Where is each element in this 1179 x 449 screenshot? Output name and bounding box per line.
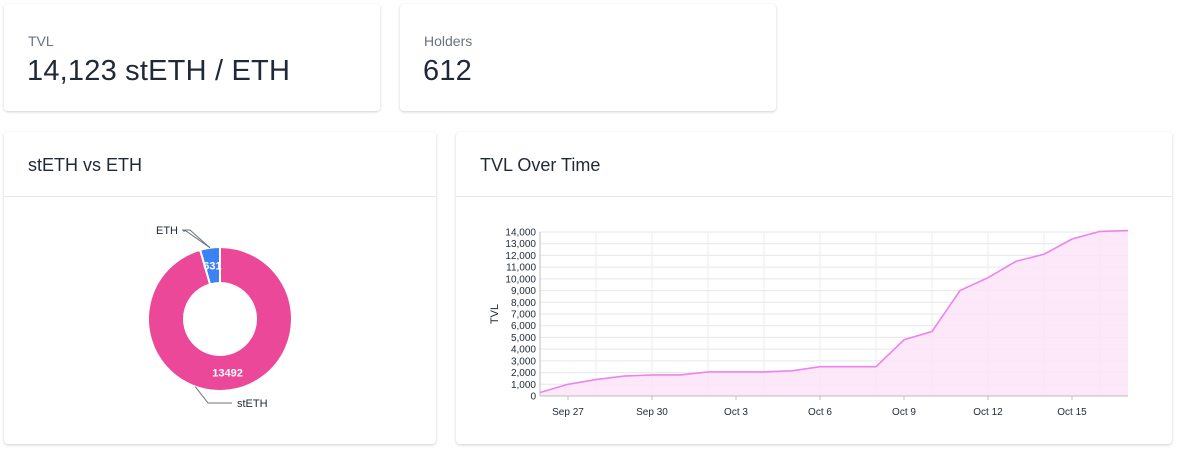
x-tick-label: Oct 9 [892, 407, 916, 418]
y-tick-label: 14,000 [505, 228, 536, 239]
y-tick-label: 0 [530, 392, 536, 403]
donut-category-label-eth: ETH [156, 225, 178, 237]
donut-slice-steth [147, 245, 293, 392]
tvl-over-time-header: TVL Over Time [456, 132, 1172, 197]
tvl-over-time-card: TVL Over Time 0 1,000 2,000 3,000 4,000 5,000… [456, 132, 1172, 444]
y-tick-label: 12,000 [505, 251, 536, 262]
donut-chart: 631 13492 ETH stETH [147, 225, 293, 410]
tvl-line [539, 229, 1129, 394]
x-tick-label: Sep 30 [636, 407, 668, 418]
tvl-stat-label: TVL [28, 33, 54, 49]
holders-stat-card: Holders 612 [400, 4, 776, 111]
y-tick-label: 7,000 [511, 310, 536, 321]
x-tick-label: Oct 3 [724, 407, 748, 418]
steth-vs-eth-card: stETH vs ETH 631 13492 ETH stETH [4, 132, 436, 444]
tvl-stat-card: TVL 14,123 stETH / ETH [4, 4, 380, 111]
donut-category-label-steth: stETH [237, 398, 268, 410]
y-tick-label: 9,000 [511, 286, 536, 297]
holders-stat-label: Holders [424, 33, 473, 49]
holders-stat-value: 612 [423, 55, 472, 87]
tvl-stat-value: 14,123 stETH / ETH [27, 55, 291, 87]
donut-value-label-steth: 13492 [212, 367, 243, 379]
donut-leader-eth-2 [182, 229, 211, 249]
tvl-area-chart: 01,0002,0003,0004,0005,0006,0007,0008,00… [489, 228, 1129, 418]
steth-vs-eth-title: stETH vs ETH [28, 155, 143, 175]
donut-value-label-eth: 631 [203, 261, 221, 273]
y-tick-label: 8,000 [511, 298, 536, 309]
y-tick-label: 10,000 [505, 274, 536, 285]
x-tick-label: Oct 12 [973, 407, 1003, 418]
y-tick-label: 2,000 [511, 368, 536, 379]
y-tick-label: 5,000 [511, 333, 536, 344]
tvl-over-time-title: TVL Over Time [480, 155, 601, 175]
y-tick-label: 4,000 [511, 345, 536, 356]
y-axis-title: TVL [489, 304, 501, 324]
y-tick-label: 3,000 [511, 356, 536, 367]
y-tick-label: 6,000 [511, 321, 536, 332]
tvl-area [540, 230, 1128, 396]
x-tick-label: Oct 6 [808, 407, 832, 418]
x-tick-label: Sep 27 [552, 407, 584, 418]
donut-leader-eth [182, 229, 211, 249]
y-tick-label: 11,000 [506, 263, 536, 274]
y-tick-label: 13,000 [505, 239, 536, 250]
y-tick-label: 1,000 [511, 380, 536, 391]
donut-leader-steth [194, 386, 232, 404]
steth-vs-eth-header: stETH vs ETH [4, 132, 436, 197]
x-tick-label: Oct 15 [1057, 407, 1087, 418]
